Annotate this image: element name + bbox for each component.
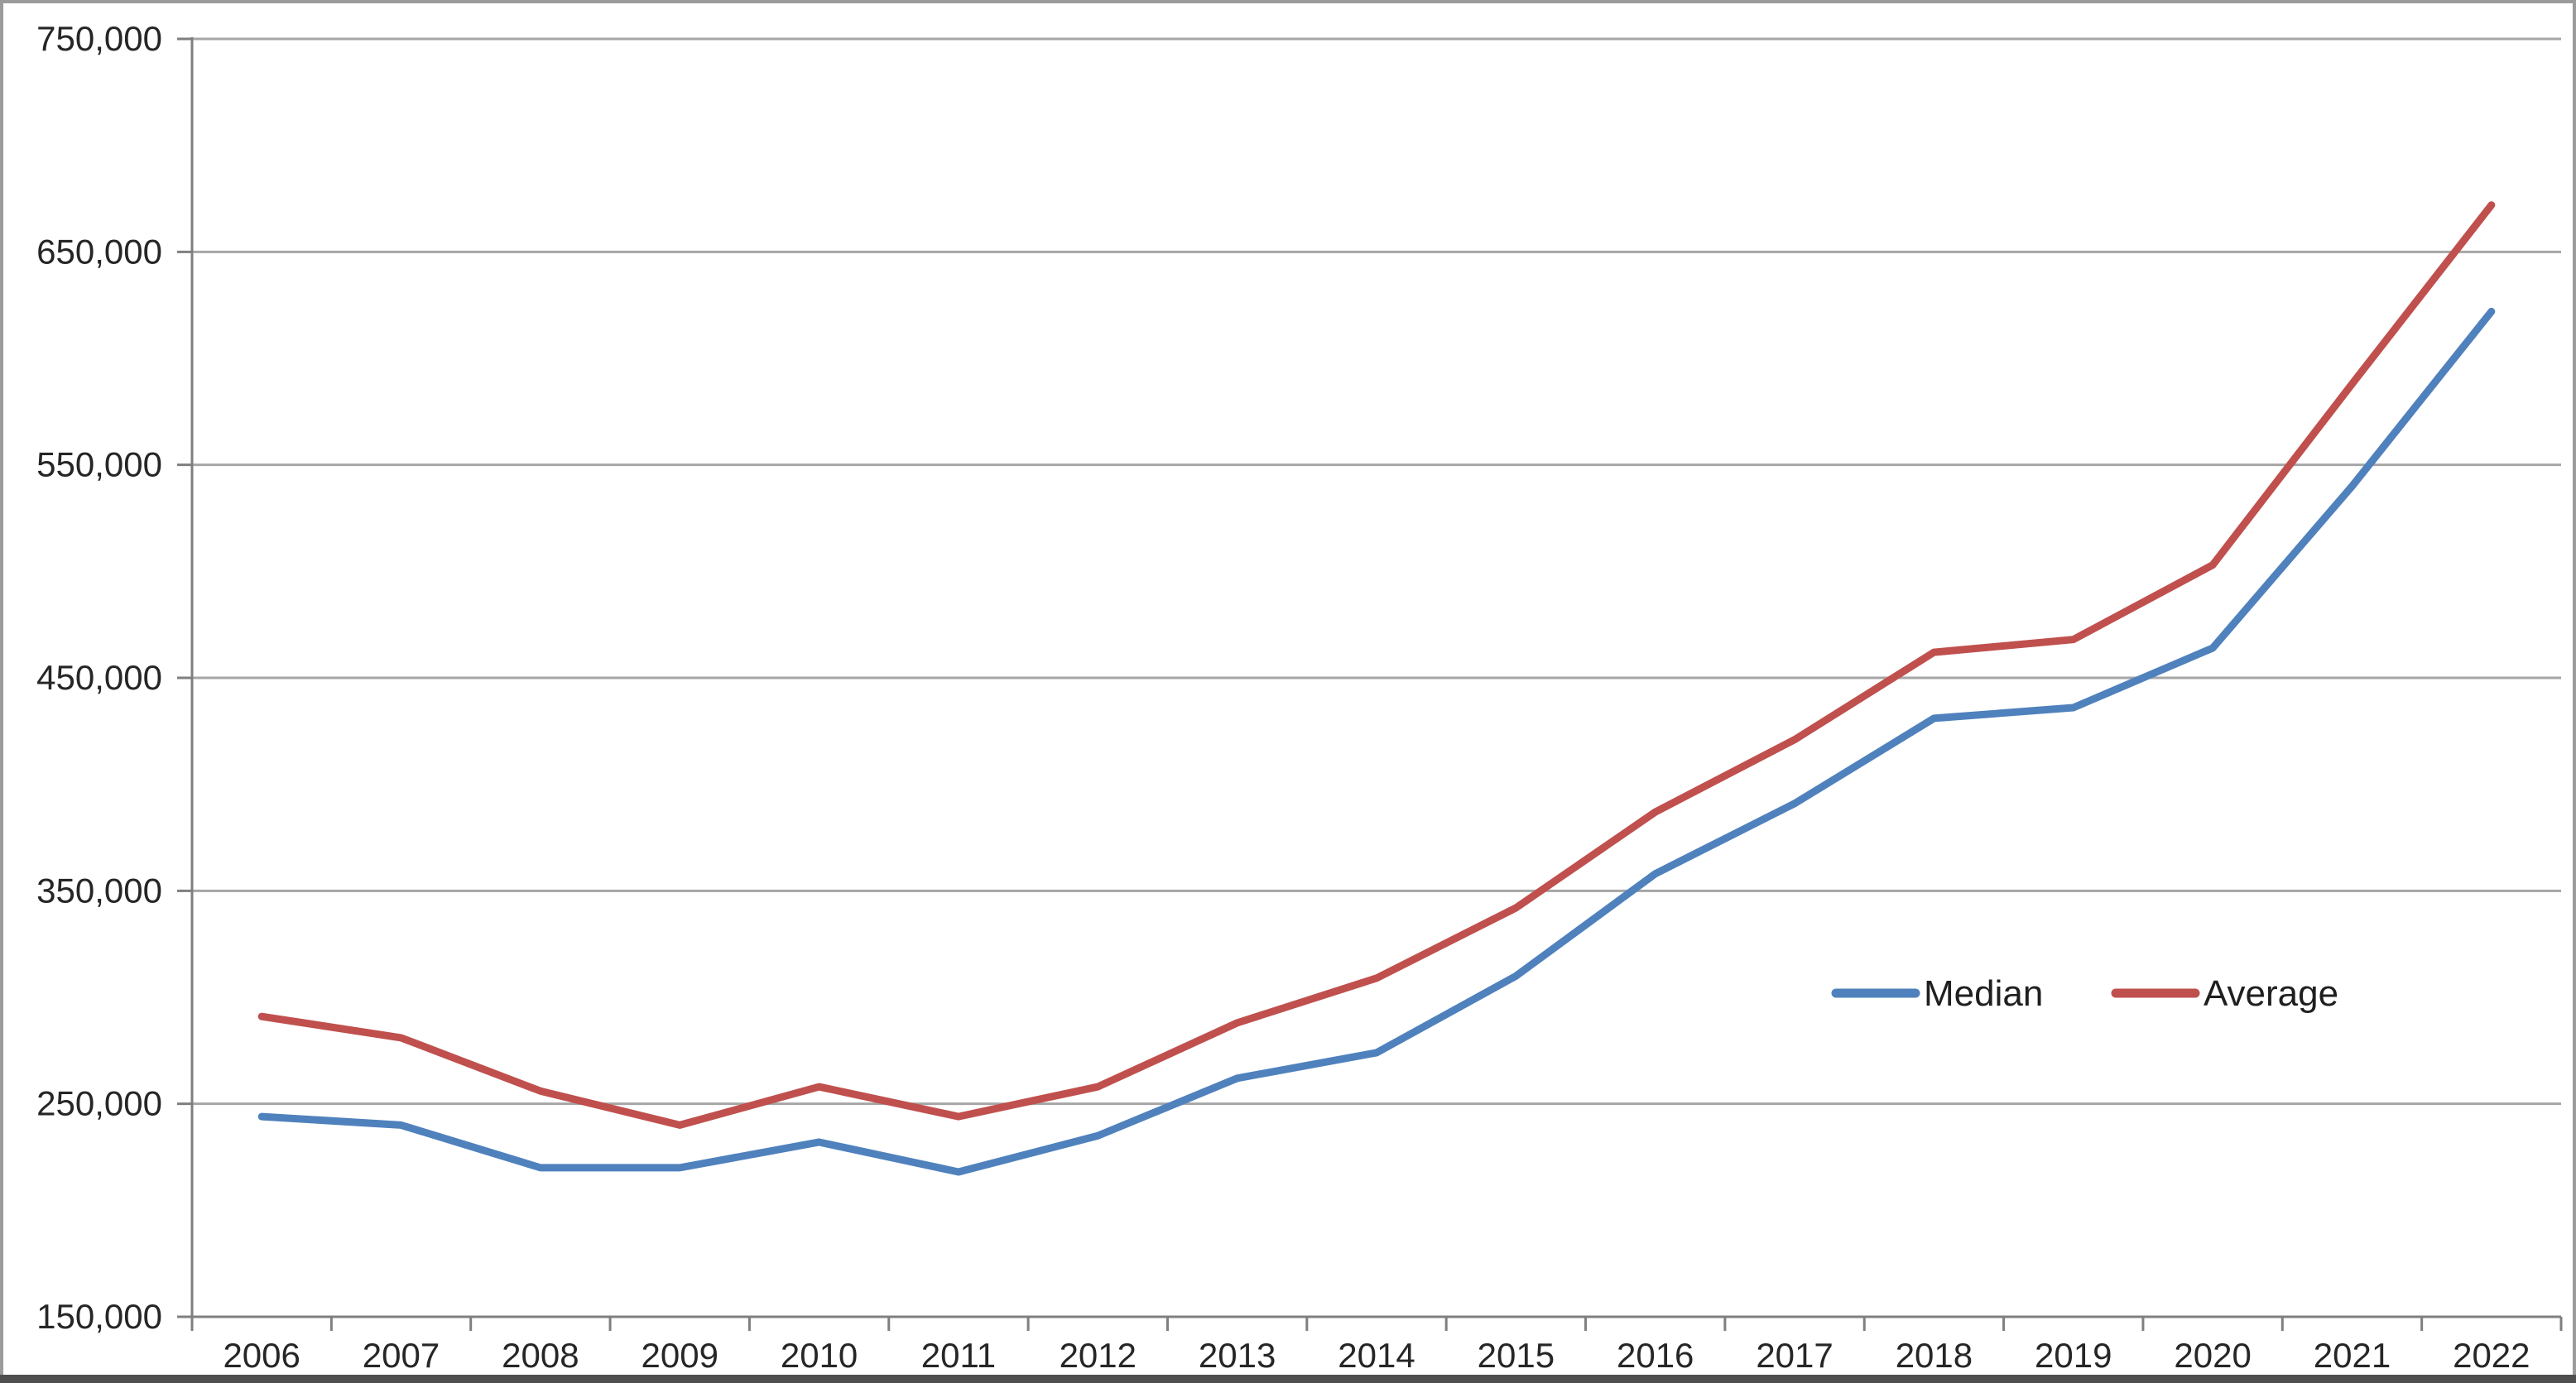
y-axis-label: 750,000 (36, 19, 162, 58)
x-axis-label: 2012 (1060, 1336, 1137, 1375)
x-axis-label: 2017 (1756, 1336, 1833, 1375)
axes (177, 37, 2563, 1331)
y-axis-label: 250,000 (36, 1084, 162, 1123)
legend-label-average: Average (2204, 973, 2338, 1014)
x-axis-label: 2007 (363, 1336, 440, 1375)
gridlines (192, 37, 2561, 1106)
x-axis-label: 2008 (502, 1336, 579, 1375)
y-axis-label: 150,000 (36, 1297, 162, 1336)
x-axis-label: 2015 (1478, 1336, 1555, 1375)
axis-labels: 150,000 250,000 350,000 450,000 550,000 650,0… (36, 19, 2530, 1375)
legend-item-median: Median (1831, 973, 2043, 1014)
x-axis-label: 2018 (1896, 1336, 1973, 1375)
x-axis-label: 2016 (1617, 1336, 1694, 1375)
x-axis-label: 2010 (781, 1336, 858, 1375)
x-axis-label: 2020 (2174, 1336, 2251, 1375)
y-axis-label: 550,000 (36, 445, 162, 484)
legend: Median Average (1831, 973, 2338, 1014)
legend-label-median: Median (1924, 973, 2043, 1014)
y-axis-label: 450,000 (36, 658, 162, 697)
x-axis-label: 2009 (642, 1336, 718, 1375)
x-axis-label: 2019 (2035, 1336, 2112, 1375)
x-axis-label: 2006 (223, 1336, 300, 1375)
y-axis-label: 650,000 (36, 232, 162, 271)
x-axis-label: 2021 (2314, 1336, 2391, 1375)
frame-bottom-edge (0, 1375, 2576, 1383)
x-axis-label: 2011 (921, 1336, 996, 1375)
y-axis-label: 350,000 (36, 871, 162, 910)
x-axis-label: 2022 (2453, 1336, 2530, 1375)
average-series-line (257, 201, 2496, 1129)
x-axis-label: 2013 (1199, 1336, 1276, 1375)
x-axis-label: 2014 (1338, 1336, 1415, 1375)
legend-item-average: Average (2111, 973, 2338, 1014)
median-series-line (257, 307, 2496, 1176)
data-series (257, 201, 2496, 1176)
